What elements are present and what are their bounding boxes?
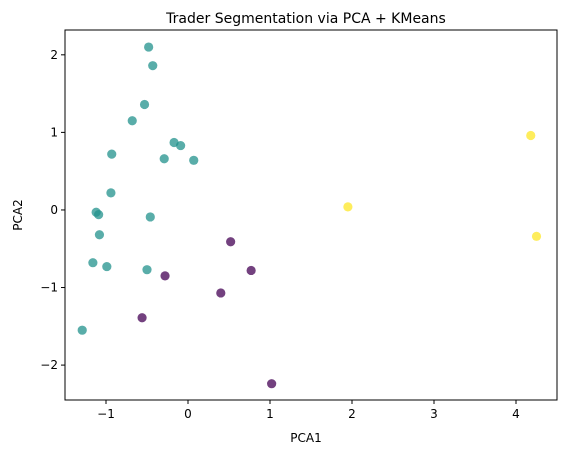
x-tick-label: 2 bbox=[348, 407, 356, 421]
scatter-point-cluster-0-7 bbox=[159, 154, 169, 164]
y-tick-label: −1 bbox=[40, 281, 58, 295]
y-tick-label: 2 bbox=[50, 48, 58, 62]
x-axis-label: PCA1 bbox=[290, 431, 321, 445]
scatter-point-cluster-0-14 bbox=[88, 258, 98, 268]
scatter-point-cluster-1-0 bbox=[226, 237, 236, 247]
scatter-point-cluster-2-0 bbox=[526, 130, 536, 141]
scatter-point-cluster-0-15 bbox=[102, 261, 112, 272]
plot-frame bbox=[64, 29, 558, 401]
scatter-point-cluster-0-8 bbox=[189, 155, 199, 165]
scatter-point-cluster-0-3 bbox=[127, 116, 137, 126]
y-axis-label: PCA2 bbox=[11, 199, 25, 230]
y-tick-label: 1 bbox=[50, 125, 58, 139]
x-tick-label: 3 bbox=[430, 407, 438, 421]
scatter-point-cluster-1-3 bbox=[216, 288, 226, 298]
scatter-point-cluster-1-2 bbox=[160, 271, 170, 281]
x-tick-label: 4 bbox=[512, 407, 520, 421]
scatter-point-cluster-0-11 bbox=[94, 210, 104, 220]
chart-title: Trader Segmentation via PCA + KMeans bbox=[165, 11, 446, 27]
x-axis-ticks: −1 0 1 2 3 4 bbox=[97, 400, 520, 421]
scatter-point-cluster-0-13 bbox=[94, 230, 105, 240]
plot-points bbox=[77, 42, 542, 389]
y-tick-label: −2 bbox=[40, 358, 58, 372]
scatter-point-cluster-1-1 bbox=[246, 265, 256, 276]
scatter-point-cluster-0-6 bbox=[107, 149, 117, 159]
scatter-point-cluster-0-5 bbox=[176, 140, 186, 151]
scatter-point-cluster-0-12 bbox=[145, 212, 155, 222]
x-tick-label: −1 bbox=[97, 407, 115, 421]
x-tick-label: 1 bbox=[266, 407, 274, 421]
scatter-point-cluster-1-5 bbox=[267, 379, 277, 389]
scatter-point-cluster-0-16 bbox=[142, 265, 152, 275]
scatter-point-cluster-2-1 bbox=[343, 202, 353, 212]
scatter-point-cluster-0-2 bbox=[139, 99, 150, 110]
scatter-point-cluster-1-4 bbox=[137, 313, 147, 323]
scatter-point-cluster-2-2 bbox=[531, 231, 542, 241]
scatter-point-cluster-0-17 bbox=[77, 325, 87, 335]
y-axis-ticks: −2 −1 0 1 2 bbox=[40, 48, 65, 372]
scatter-point-cluster-0-1 bbox=[148, 61, 158, 71]
y-tick-label: 0 bbox=[50, 203, 58, 217]
scatter-point-cluster-0-0 bbox=[144, 42, 154, 52]
scatter-point-cluster-0-9 bbox=[106, 188, 116, 198]
x-tick-label: 0 bbox=[184, 407, 192, 421]
